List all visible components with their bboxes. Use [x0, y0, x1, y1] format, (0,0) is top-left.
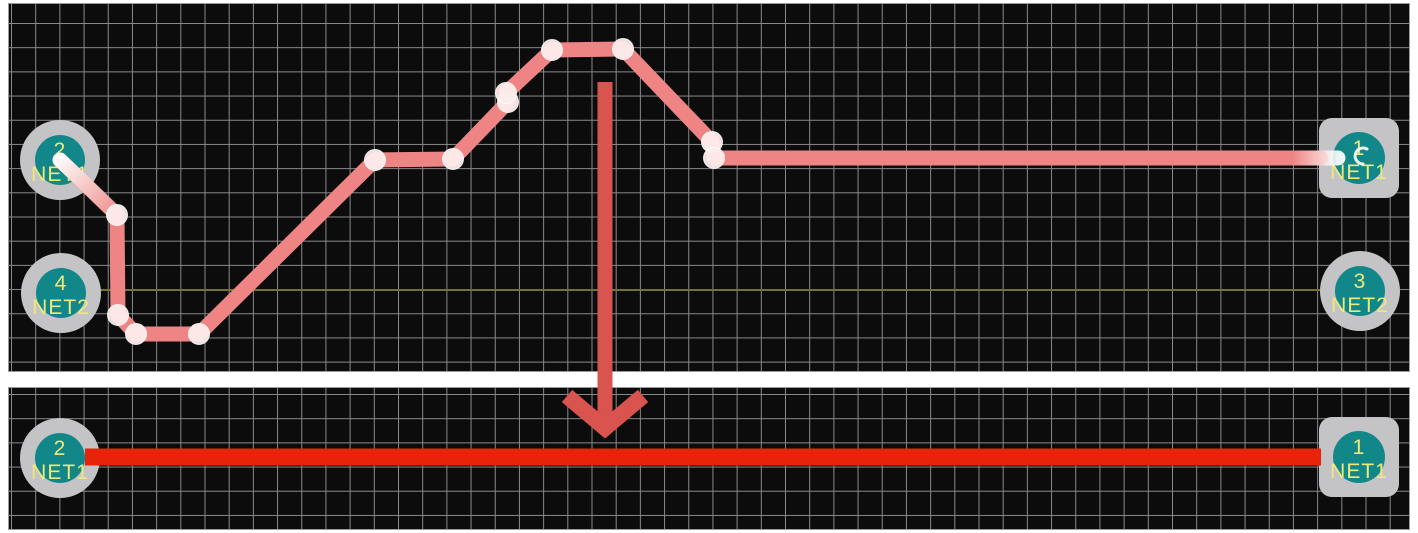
board-view-before — [8, 3, 1410, 372]
board-view-after — [8, 387, 1410, 530]
